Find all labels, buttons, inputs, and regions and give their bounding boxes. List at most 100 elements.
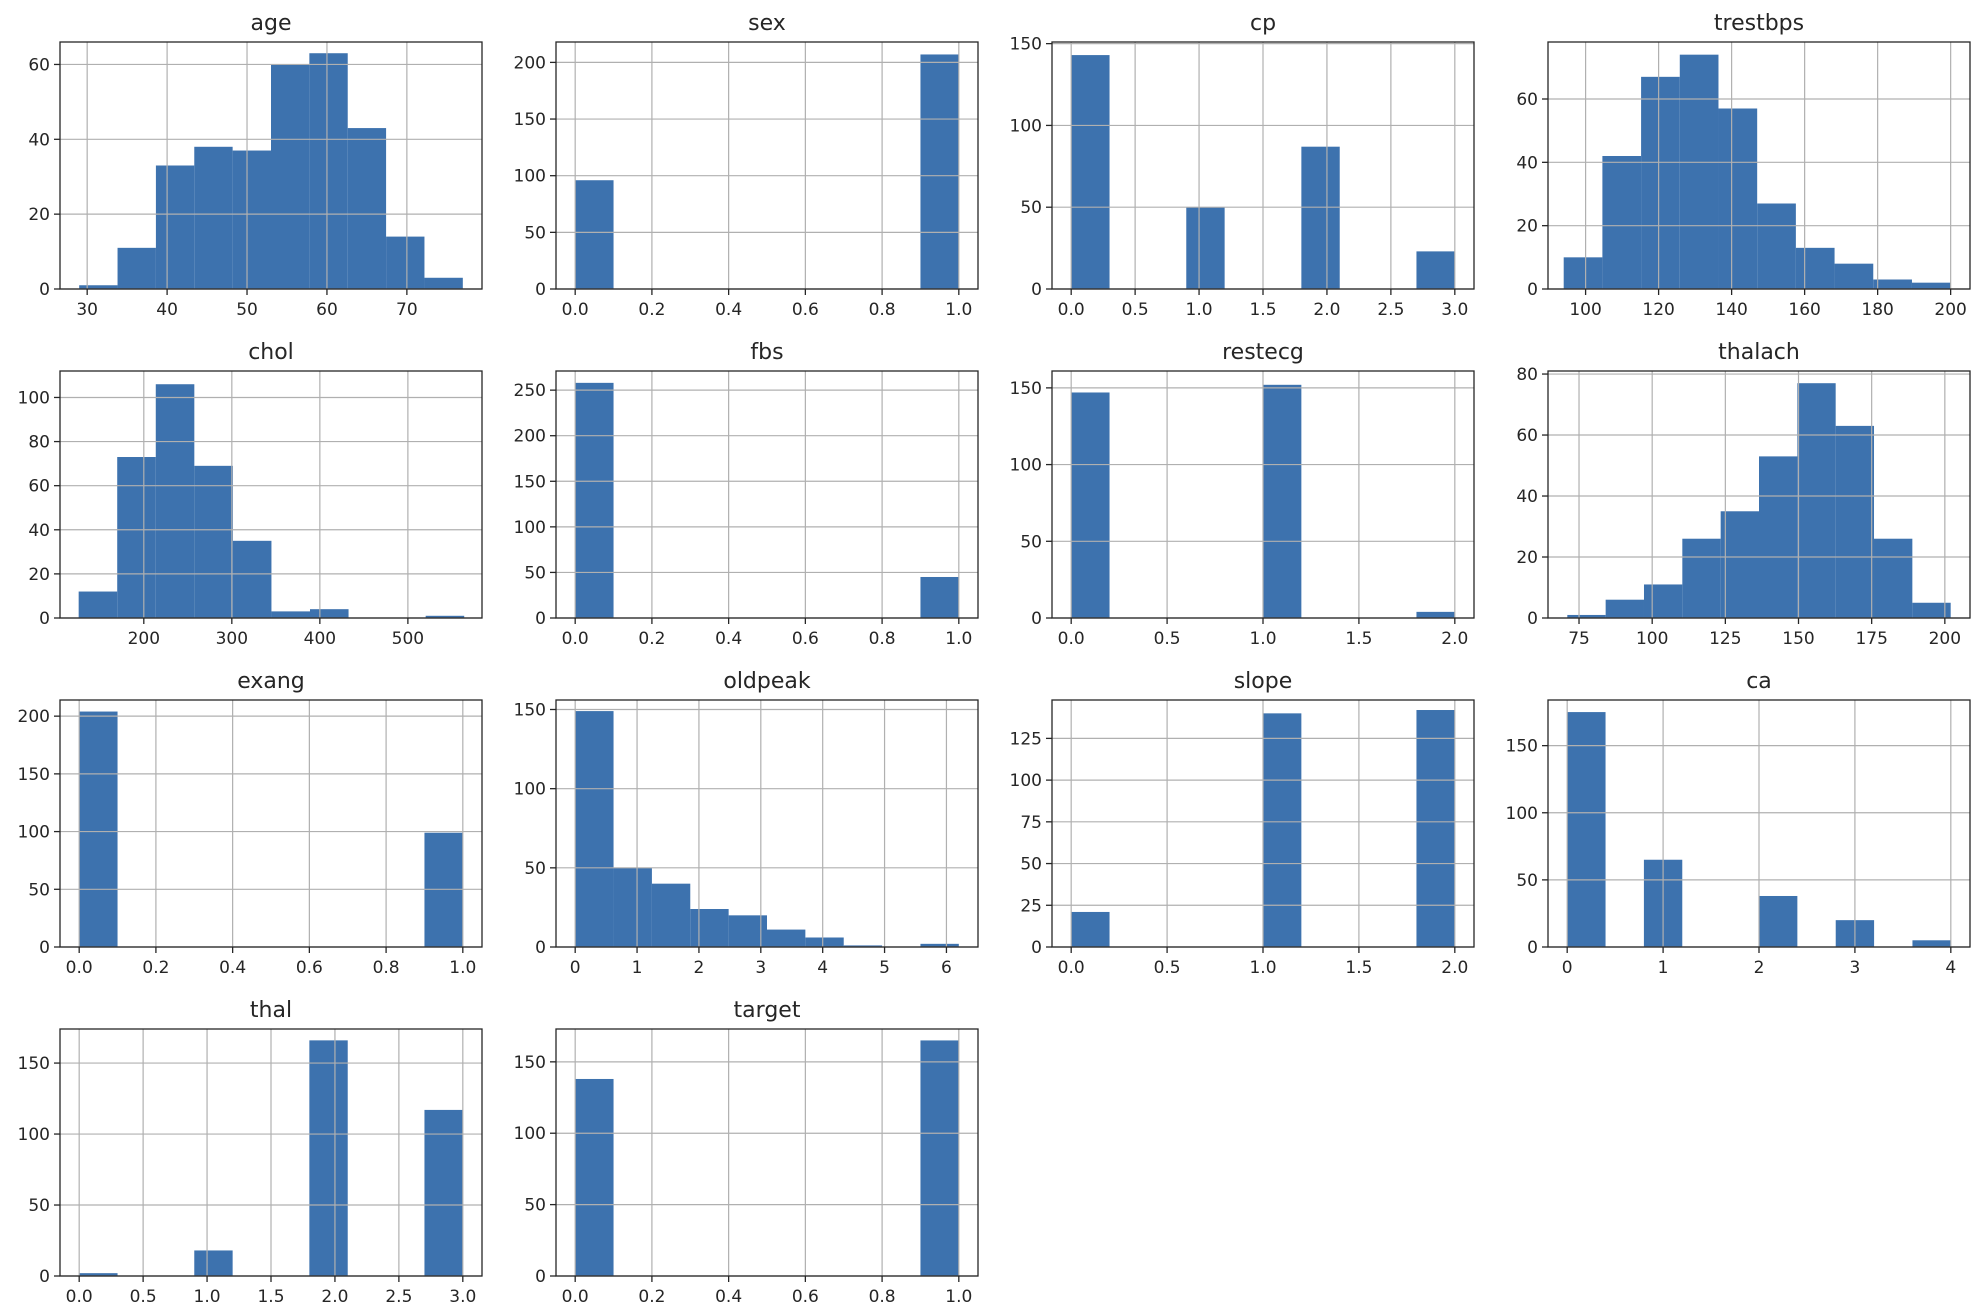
histogram-bar bbox=[920, 54, 959, 289]
y-tick-label: 200 bbox=[514, 427, 546, 447]
subplot-trestbps: 100 120 140 160 180 200 0 20 40 60 trestbps bbox=[1516, 11, 1971, 320]
y-tick-label: 100 bbox=[514, 167, 546, 187]
histogram-bar bbox=[575, 1078, 614, 1276]
subplot-title: trestbps bbox=[1714, 11, 1804, 36]
x-tick-label: 3 bbox=[755, 958, 766, 978]
subplot-ca: 0 1 2 3 4 0 50 100 150 ca bbox=[1506, 669, 1971, 978]
x-tick-label: 0.5 bbox=[130, 1287, 157, 1307]
x-tick-label: 1 bbox=[632, 958, 643, 978]
x-tick-label: 1 bbox=[1658, 958, 1669, 978]
y-tick-label: 0 bbox=[1031, 609, 1042, 629]
histogram-bar bbox=[1720, 511, 1759, 618]
x-tick-label: 0.5 bbox=[1154, 958, 1181, 978]
x-tick-label: 1.0 bbox=[945, 629, 972, 649]
x-tick-label: 0.0 bbox=[1058, 300, 1085, 320]
axes-frame bbox=[59, 699, 483, 948]
y-tick-label: 0 bbox=[1527, 938, 1538, 958]
x-tick-label: 0.8 bbox=[869, 300, 896, 320]
bars bbox=[1071, 384, 1455, 618]
y-tick-label: 80 bbox=[28, 433, 50, 453]
histogram-bar bbox=[1643, 584, 1683, 618]
grid-lines bbox=[1052, 700, 1474, 948]
x-tick-label: 0.5 bbox=[1122, 300, 1149, 320]
histogram-bar bbox=[1641, 76, 1680, 289]
bars bbox=[1567, 383, 1951, 618]
x-tick-label: 50 bbox=[236, 300, 258, 320]
y-tick-label: 100 bbox=[1010, 771, 1042, 791]
x-tick-label: 0.4 bbox=[715, 300, 742, 320]
y-tick-label: 50 bbox=[28, 880, 50, 900]
histogram-bar bbox=[690, 909, 729, 947]
x-tick-label: 0.0 bbox=[562, 629, 589, 649]
y-tick-label: 50 bbox=[1020, 855, 1042, 875]
histogram-bar bbox=[575, 180, 614, 289]
x-tick-label: 0.4 bbox=[715, 1287, 742, 1307]
subplot-title: age bbox=[251, 11, 292, 36]
axes-frame bbox=[555, 370, 979, 619]
histogram-bar bbox=[920, 576, 959, 618]
histogram-bar bbox=[651, 883, 691, 947]
x-tick-label: 150 bbox=[1782, 629, 1814, 649]
y-tick-label: 100 bbox=[514, 1124, 546, 1144]
y-tick-label: 150 bbox=[514, 110, 546, 130]
histogram-bar bbox=[155, 384, 195, 618]
histogram-bar bbox=[1567, 712, 1606, 947]
y-tick-label: 25 bbox=[1020, 896, 1042, 916]
y-tick-label: 50 bbox=[524, 1196, 546, 1216]
y-tick-label: 0 bbox=[39, 1267, 50, 1287]
y-tick-label: 250 bbox=[514, 381, 546, 401]
histogram-bar bbox=[575, 711, 614, 947]
bars bbox=[575, 1040, 959, 1276]
subplot-title: thalach bbox=[1718, 340, 1800, 365]
histogram-bar bbox=[155, 165, 195, 289]
subplot-sex: 0.0 0.2 0.4 0.6 0.8 1.0 0 50 100 150 200 sex bbox=[514, 11, 979, 320]
y-tick-label: 50 bbox=[524, 563, 546, 583]
histogram-bar bbox=[194, 146, 233, 289]
x-tick-label: 2 bbox=[1754, 958, 1765, 978]
x-tick-label: 2.0 bbox=[1313, 300, 1340, 320]
plot-area bbox=[556, 42, 978, 289]
histogram-bar bbox=[386, 236, 425, 289]
x-tick-label: 0.0 bbox=[562, 300, 589, 320]
y-tick-label: 0 bbox=[535, 280, 546, 300]
histogram-bar bbox=[347, 128, 387, 289]
axes-frame bbox=[1547, 41, 1971, 290]
histogram-bar bbox=[920, 1040, 959, 1276]
y-tick-label: 150 bbox=[1010, 379, 1042, 399]
axes-frame bbox=[555, 41, 979, 290]
histogram-bar bbox=[1757, 203, 1796, 289]
subplot-title: slope bbox=[1234, 669, 1293, 694]
histogram-bar bbox=[194, 465, 233, 618]
y-tick-label: 150 bbox=[514, 1053, 546, 1073]
y-tick-label: 0 bbox=[39, 938, 50, 958]
y-tick-label: 20 bbox=[1516, 548, 1538, 568]
x-tick-label: 30 bbox=[76, 300, 98, 320]
histogram-bar bbox=[1263, 384, 1302, 618]
histogram-bar bbox=[1835, 425, 1875, 618]
y-tick-label: 50 bbox=[1020, 198, 1042, 218]
histogram-bar bbox=[424, 1109, 463, 1276]
x-tick-label: 75 bbox=[1568, 629, 1590, 649]
subplot-restecg: 0.0 0.5 1.0 1.5 2.0 0 50 100 150 restecg bbox=[1010, 340, 1475, 649]
x-tick-label: 0.4 bbox=[715, 629, 742, 649]
histogram-bar bbox=[1795, 247, 1835, 289]
histogram-bar bbox=[117, 247, 156, 289]
subplot-target: 0.0 0.2 0.4 0.6 0.8 1.0 0 50 100 150 target bbox=[514, 998, 979, 1307]
x-tick-label: 0.0 bbox=[66, 958, 93, 978]
y-tick-label: 40 bbox=[1516, 153, 1538, 173]
y-tick-label: 20 bbox=[1516, 217, 1538, 237]
x-tick-label: 3.0 bbox=[449, 1287, 476, 1307]
histogram-bar bbox=[78, 591, 118, 618]
y-tick-label: 150 bbox=[514, 472, 546, 492]
y-tick-label: 60 bbox=[28, 477, 50, 497]
x-tick-label: 200 bbox=[1929, 629, 1961, 649]
x-tick-label: 180 bbox=[1861, 300, 1893, 320]
x-tick-label: 1.0 bbox=[1249, 958, 1276, 978]
x-tick-label: 0.8 bbox=[373, 958, 400, 978]
x-tick-label: 0.5 bbox=[1154, 629, 1181, 649]
histogram-bar bbox=[309, 53, 348, 290]
y-tick-label: 0 bbox=[1031, 280, 1042, 300]
y-tick-label: 150 bbox=[1010, 35, 1042, 55]
y-tick-label: 100 bbox=[18, 1125, 50, 1145]
